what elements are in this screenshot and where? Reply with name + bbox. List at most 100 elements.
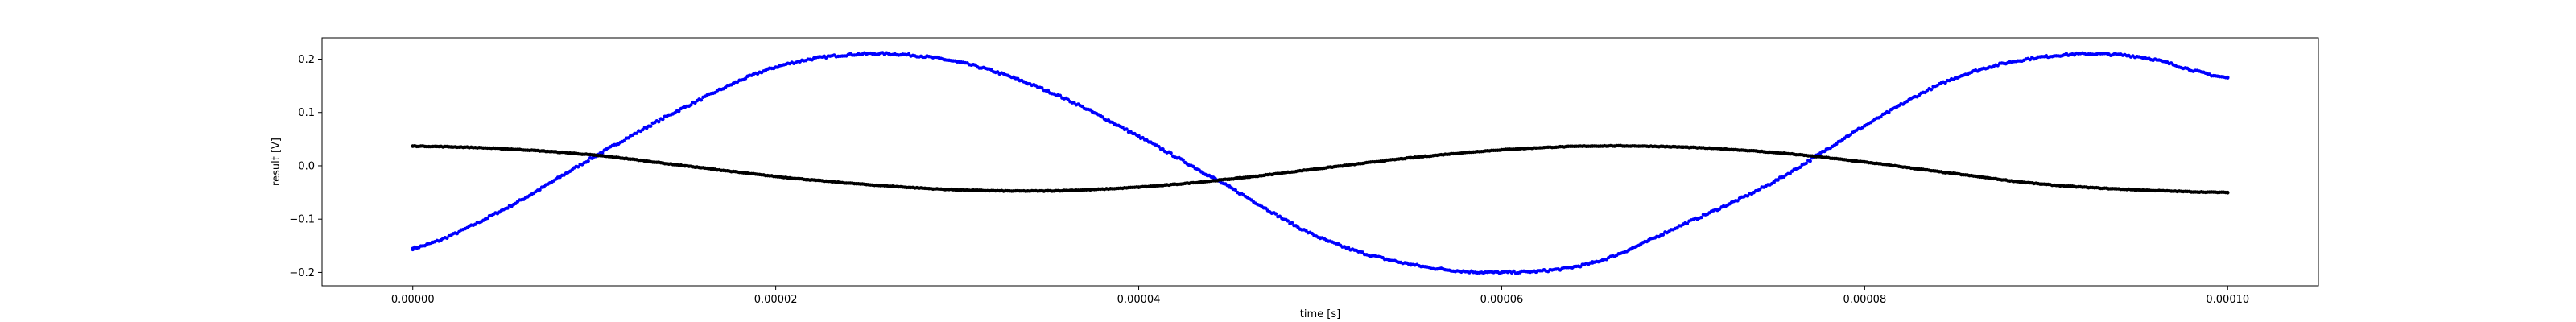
data-point bbox=[865, 182, 869, 187]
data-point bbox=[502, 208, 506, 212]
scatter-point bbox=[634, 131, 638, 135]
scatter-point bbox=[1040, 85, 1044, 90]
x-tick-label: 0.00004 bbox=[1117, 294, 1161, 306]
scatter-point bbox=[1264, 206, 1268, 210]
data-point bbox=[1228, 185, 1232, 189]
data-point bbox=[1681, 222, 1686, 227]
scatter-point bbox=[649, 124, 653, 128]
scatter-point bbox=[1233, 188, 1237, 192]
data-point bbox=[411, 144, 415, 148]
scatter-point bbox=[661, 117, 665, 122]
scatter-point bbox=[689, 103, 693, 107]
data-point bbox=[1137, 134, 1141, 138]
data-point bbox=[683, 105, 687, 109]
data-point bbox=[955, 60, 960, 64]
x-tick-label: 0.00008 bbox=[1843, 294, 1886, 306]
scatter-point bbox=[699, 98, 704, 102]
scatter-point bbox=[1804, 161, 1808, 166]
data-point bbox=[1318, 236, 1323, 240]
plot-frame bbox=[321, 37, 2319, 287]
data-marks bbox=[411, 51, 2230, 275]
scatter-point bbox=[601, 151, 605, 155]
x-tick-label: 0.00000 bbox=[391, 294, 435, 306]
series-0 bbox=[411, 51, 2230, 275]
scatter-point bbox=[1776, 178, 1780, 182]
data-point bbox=[1953, 76, 1958, 80]
scatter-point bbox=[1169, 151, 1173, 155]
scatter-point bbox=[1879, 114, 1883, 119]
scatter-point bbox=[586, 159, 590, 163]
scatter-point bbox=[1125, 127, 1129, 131]
data-point bbox=[2226, 76, 2230, 80]
scatter-point bbox=[1286, 219, 1290, 223]
x-axis-label: time [s] bbox=[1300, 308, 1340, 320]
data-point bbox=[1772, 180, 1776, 184]
scatter-point bbox=[1745, 194, 1750, 198]
scatter-point bbox=[1685, 221, 1690, 226]
x-tick-label: 0.00010 bbox=[2206, 294, 2249, 306]
scatter-point bbox=[1798, 165, 1802, 170]
data-point bbox=[1953, 171, 1958, 176]
data-point bbox=[1046, 188, 1051, 193]
data-point bbox=[1318, 167, 1323, 171]
data-point bbox=[1228, 177, 1232, 181]
scatter-point bbox=[1887, 110, 1891, 114]
scatter-point bbox=[1675, 225, 1679, 230]
scatter-point bbox=[1072, 101, 1076, 105]
scatter-point bbox=[1929, 88, 1934, 92]
data-point bbox=[1590, 144, 1595, 148]
data-point bbox=[1500, 270, 1504, 275]
data-point bbox=[955, 188, 960, 192]
x-tick-label: 0.00006 bbox=[1480, 294, 1524, 306]
scatter-point bbox=[622, 138, 626, 142]
data-point bbox=[1863, 160, 1867, 164]
scatter-point bbox=[485, 216, 489, 221]
y-tick-label: 0.2 bbox=[298, 54, 315, 66]
scatter-point bbox=[1121, 125, 1125, 130]
data-point bbox=[1681, 145, 1686, 149]
scatter-point bbox=[538, 188, 542, 192]
scatter-point bbox=[1943, 80, 1947, 85]
scatter-point bbox=[1699, 215, 1703, 220]
data-point bbox=[683, 163, 687, 168]
series-1 bbox=[411, 143, 2230, 195]
x-axis-ticks: 0.00000 0.00002 0.00004 0.00006 0.00008 0.000… bbox=[391, 286, 2249, 306]
data-point bbox=[592, 153, 597, 157]
data-point bbox=[1409, 155, 1413, 160]
scatter-point bbox=[1736, 199, 1740, 203]
data-point bbox=[1046, 89, 1051, 93]
scatter-point bbox=[1290, 221, 1294, 225]
data-point bbox=[774, 175, 778, 179]
scatter-point bbox=[506, 206, 510, 210]
scatter-point bbox=[1080, 104, 1084, 109]
data-point bbox=[502, 147, 506, 151]
y-tick-label: 0.1 bbox=[298, 107, 315, 119]
scatter-point bbox=[743, 76, 748, 80]
data-point bbox=[1772, 151, 1776, 155]
scatter-point bbox=[1181, 158, 1185, 162]
data-point bbox=[2135, 188, 2139, 192]
scatter-point bbox=[1788, 171, 1792, 175]
data-point bbox=[2044, 182, 2049, 187]
data-point bbox=[2226, 190, 2230, 195]
y-tick-label: 0.0 bbox=[298, 160, 315, 172]
data-point bbox=[1590, 261, 1595, 265]
scatter-point bbox=[1161, 147, 1165, 151]
scatter-point bbox=[1360, 250, 1364, 254]
scatter-point bbox=[576, 165, 580, 169]
data-point bbox=[1863, 124, 1867, 128]
scatter-point bbox=[1661, 233, 1666, 237]
scatter-point bbox=[1274, 212, 1278, 216]
scatter-point bbox=[1157, 144, 1161, 149]
data-point bbox=[1137, 185, 1141, 189]
scatter-point bbox=[1835, 142, 1839, 147]
data-point bbox=[2044, 54, 2049, 59]
y-tick-label: −0.1 bbox=[289, 214, 315, 226]
scatter-point bbox=[657, 119, 661, 124]
data-point bbox=[2135, 54, 2139, 59]
data-point bbox=[1409, 262, 1413, 266]
y-axis-ticks: −0.2 −0.1 0.0 0.1 0.2 bbox=[289, 54, 322, 279]
scatter-point bbox=[677, 109, 681, 114]
